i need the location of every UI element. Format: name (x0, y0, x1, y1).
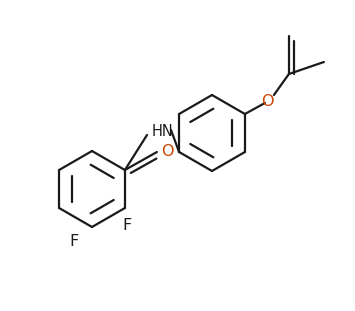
Text: HN: HN (152, 123, 174, 138)
Text: F: F (69, 234, 78, 249)
Text: O: O (261, 95, 273, 109)
Text: O: O (161, 143, 173, 159)
Text: F: F (122, 218, 132, 233)
